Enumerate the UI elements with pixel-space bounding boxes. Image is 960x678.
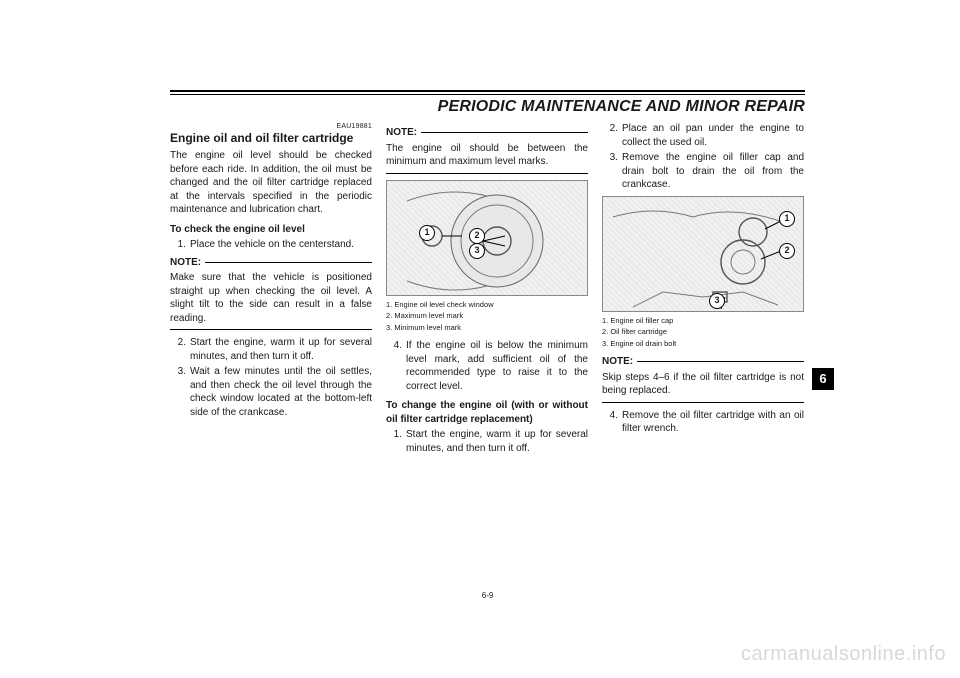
figure-illustration	[603, 197, 803, 312]
intro-paragraph: The engine oil level should be checked b…	[170, 149, 372, 217]
step-item: 4.If the engine oil is below the minimum…	[386, 339, 588, 393]
note-label: NOTE:	[170, 256, 201, 270]
caption-line: 1. Engine oil filler cap	[602, 316, 804, 327]
steps-list: 2.Place an oil pan under the engine to c…	[602, 122, 804, 192]
callout-3: 3	[469, 243, 485, 259]
caption-line: 3. Engine oil drain bolt	[602, 339, 804, 350]
step-text: Remove the engine oil filler cap and dra…	[622, 151, 804, 192]
step-text: Start the engine, warm it up for several…	[190, 336, 372, 363]
watermark: carmanualsonline.info	[741, 643, 946, 666]
callout-3: 3	[709, 293, 725, 309]
caption-line: 1. Engine oil level check window	[386, 300, 588, 311]
caption-line: 2. Maximum level mark	[386, 311, 588, 322]
callout-2: 2	[469, 228, 485, 244]
chapter-title: PERIODIC MAINTENANCE AND MINOR REPAIR	[170, 98, 805, 116]
note-text: Make sure that the vehicle is positioned…	[170, 271, 372, 325]
chapter-tab: 6	[812, 368, 834, 390]
section-heading: Engine oil and oil filter cartridge	[170, 131, 372, 146]
note-heading: NOTE:	[386, 126, 588, 140]
note-end-rule	[602, 402, 804, 403]
step-item: 2.Place an oil pan under the engine to c…	[602, 122, 804, 149]
caption-line: 3. Minimum level mark	[386, 323, 588, 334]
step-text: Remove the oil filter cartridge with an …	[622, 409, 804, 436]
figure-caption: 1. Engine oil level check window 2. Maxi…	[386, 300, 588, 334]
note-end-rule	[170, 329, 372, 330]
steps-list: 2.Start the engine, warm it up for sever…	[170, 336, 372, 419]
step-item: 1.Place the vehicle on the centerstand.	[170, 238, 372, 252]
step-number: 3.	[170, 365, 190, 419]
caption-line: 2. Oil filter cartridge	[602, 327, 804, 338]
top-rule	[170, 90, 805, 95]
subhead-check-oil: To check the engine oil level	[170, 223, 372, 237]
step-number: 2.	[602, 122, 622, 149]
figure-illustration	[387, 181, 587, 296]
step-item: 1.Start the engine, warm it up for sever…	[386, 428, 588, 455]
note-end-rule	[386, 173, 588, 174]
step-item: 2.Start the engine, warm it up for sever…	[170, 336, 372, 363]
callout-1: 1	[779, 211, 795, 227]
step-number: 1.	[170, 238, 190, 252]
figure-caption: 1. Engine oil filler cap 2. Oil filter c…	[602, 316, 804, 350]
step-text: Place an oil pan under the engine to col…	[622, 122, 804, 149]
steps-list: 4.If the engine oil is below the minimum…	[386, 339, 588, 393]
step-number: 4.	[386, 339, 406, 393]
column-1: EAU19881 Engine oil and oil filter cartr…	[170, 122, 372, 459]
note-text: Skip steps 4–6 if the oil filter cartrid…	[602, 371, 804, 398]
section-code: EAU19881	[170, 122, 372, 131]
figure-oil-window: 1 2 3	[386, 180, 588, 296]
step-number: 3.	[602, 151, 622, 192]
step-text: Start the engine, warm it up for several…	[406, 428, 588, 455]
figure-filler-cap: 1 2 3	[602, 196, 804, 312]
callout-1: 1	[419, 225, 435, 241]
steps-list: 4.Remove the oil filter cartridge with a…	[602, 409, 804, 436]
note-heading: NOTE:	[602, 355, 804, 369]
note-rule	[421, 132, 588, 133]
manual-page: PERIODIC MAINTENANCE AND MINOR REPAIR EA…	[170, 90, 805, 600]
steps-list: 1.Start the engine, warm it up for sever…	[386, 428, 588, 455]
column-3: 2.Place an oil pan under the engine to c…	[602, 122, 804, 459]
note-text: The engine oil should be between the min…	[386, 142, 588, 169]
note-rule	[637, 361, 804, 362]
column-2: NOTE: The engine oil should be between t…	[386, 122, 588, 459]
step-number: 1.	[386, 428, 406, 455]
step-text: Place the vehicle on the centerstand.	[190, 238, 372, 252]
step-item: 3.Remove the engine oil filler cap and d…	[602, 151, 804, 192]
step-text: If the engine oil is below the minimum l…	[406, 339, 588, 393]
callout-2: 2	[779, 243, 795, 259]
page-number: 6-9	[170, 591, 805, 600]
step-item: 3.Wait a few minutes until the oil settl…	[170, 365, 372, 419]
step-number: 4.	[602, 409, 622, 436]
note-heading: NOTE:	[170, 256, 372, 270]
note-label: NOTE:	[386, 126, 417, 140]
step-text: Wait a few minutes until the oil settles…	[190, 365, 372, 419]
steps-list: 1.Place the vehicle on the centerstand.	[170, 238, 372, 252]
step-item: 4.Remove the oil filter cartridge with a…	[602, 409, 804, 436]
content-columns: EAU19881 Engine oil and oil filter cartr…	[170, 122, 805, 459]
subhead-change-oil: To change the engine oil (with or withou…	[386, 399, 588, 426]
note-rule	[205, 262, 372, 263]
note-label: NOTE:	[602, 355, 633, 369]
step-number: 2.	[170, 336, 190, 363]
